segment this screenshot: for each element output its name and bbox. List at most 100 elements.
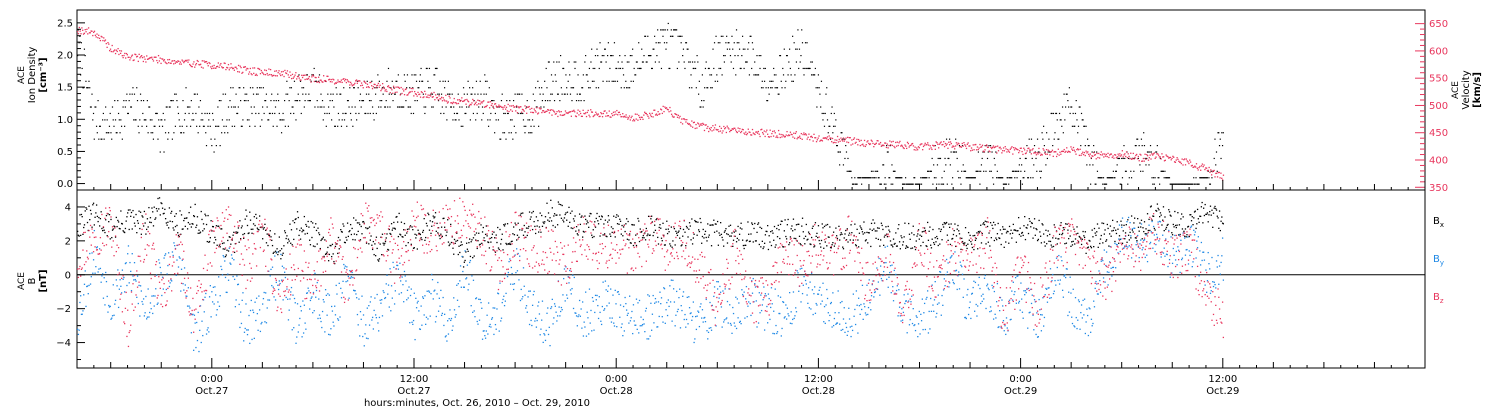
b-y-point bbox=[174, 244, 176, 247]
ion-density-point bbox=[84, 55, 86, 57]
b-x-point bbox=[1190, 220, 1193, 222]
b-x-point bbox=[1033, 218, 1036, 220]
b-x-point bbox=[886, 236, 889, 238]
ion-density-point bbox=[1207, 170, 1209, 172]
b-x-point bbox=[773, 225, 776, 228]
velocity-point bbox=[200, 66, 203, 68]
b-x-point bbox=[301, 231, 303, 233]
velocity-point bbox=[1201, 163, 1204, 165]
velocity-point bbox=[851, 139, 853, 141]
b-y-point bbox=[416, 302, 418, 304]
b-x-point bbox=[1182, 216, 1184, 218]
b-x-point bbox=[964, 227, 967, 229]
b-x-point bbox=[551, 207, 553, 209]
b-x-point bbox=[1200, 206, 1203, 208]
velocity-point bbox=[104, 39, 107, 41]
b-x-point bbox=[453, 238, 456, 241]
ion-density-point bbox=[1155, 151, 1158, 153]
ion-density-point bbox=[929, 170, 931, 172]
b-x-point bbox=[161, 207, 164, 209]
ion-density-point bbox=[1086, 138, 1089, 140]
b-x-point bbox=[526, 234, 528, 237]
b-x-point bbox=[563, 217, 566, 219]
b-x-point bbox=[957, 224, 959, 227]
velocity-point bbox=[1026, 150, 1028, 152]
ion-density-point bbox=[201, 112, 203, 115]
velocity-point bbox=[1104, 153, 1106, 155]
b-y-point bbox=[153, 305, 155, 307]
b-y-point bbox=[189, 307, 191, 309]
velocity-point bbox=[1024, 152, 1027, 155]
b-x-point bbox=[967, 231, 970, 234]
b-x-point bbox=[944, 223, 946, 225]
ion-density-point bbox=[78, 42, 80, 44]
b-x-point bbox=[86, 221, 89, 224]
b-x-point bbox=[590, 213, 592, 215]
b-x-point bbox=[639, 228, 641, 230]
ion-density-point bbox=[517, 112, 519, 115]
b-x-point bbox=[199, 232, 201, 234]
b-x-point bbox=[827, 236, 829, 238]
ion-density-point bbox=[184, 112, 186, 115]
ion-density-point bbox=[785, 55, 788, 57]
b-y-point bbox=[122, 278, 124, 280]
ion-density-point bbox=[665, 48, 667, 50]
ion-density-point bbox=[268, 112, 271, 115]
ion-density-point bbox=[700, 106, 702, 108]
b-x-point bbox=[1196, 208, 1199, 211]
velocity-point bbox=[828, 135, 830, 137]
ion-density-point bbox=[103, 138, 105, 140]
b-y-point bbox=[200, 341, 202, 344]
b-x-point bbox=[740, 222, 742, 224]
velocity-point bbox=[474, 102, 476, 105]
velocity-point bbox=[985, 144, 987, 147]
ion-density-point bbox=[792, 80, 794, 82]
velocity-point bbox=[89, 32, 91, 34]
b-x-point bbox=[910, 247, 912, 250]
b-x-point bbox=[870, 245, 872, 248]
velocity-point bbox=[225, 68, 227, 71]
b-y-point bbox=[385, 283, 387, 285]
b-y-point bbox=[267, 299, 269, 301]
b-x-point bbox=[387, 249, 390, 251]
ion-density-point bbox=[673, 29, 675, 31]
b-x-point bbox=[1138, 230, 1140, 232]
b-x-point bbox=[920, 235, 923, 238]
velocity-point bbox=[1130, 152, 1132, 154]
b-x-point bbox=[1189, 214, 1191, 216]
b-x-point bbox=[1161, 224, 1163, 226]
b-y-point bbox=[142, 298, 145, 300]
b-y-point bbox=[170, 279, 172, 281]
velocity-point bbox=[401, 92, 403, 95]
ion-density-point bbox=[431, 93, 434, 95]
b-x-point bbox=[469, 238, 471, 240]
velocity-point bbox=[815, 141, 818, 143]
b-x-point bbox=[135, 213, 137, 216]
b-x-point bbox=[254, 224, 256, 227]
ion-density-point bbox=[976, 170, 978, 172]
velocity-point bbox=[852, 143, 854, 145]
b-x-point bbox=[873, 228, 875, 230]
velocity-point bbox=[838, 138, 840, 141]
ion-density-point bbox=[1083, 125, 1086, 127]
velocity-point bbox=[900, 145, 902, 147]
b-x-point bbox=[791, 225, 793, 227]
velocity-point bbox=[693, 121, 696, 123]
b-x-point bbox=[735, 241, 738, 243]
ion-density-point bbox=[1216, 170, 1218, 172]
ion-density-point bbox=[200, 119, 202, 121]
b-x-point bbox=[491, 233, 494, 235]
b-x-point bbox=[94, 216, 96, 218]
ion-density-point bbox=[1161, 170, 1163, 172]
velocity-point bbox=[891, 144, 893, 147]
ion-density-point bbox=[374, 87, 376, 89]
ion-density-point bbox=[256, 87, 258, 89]
velocity-point bbox=[564, 110, 567, 112]
b-x-point bbox=[775, 244, 777, 246]
ion-density-point bbox=[793, 42, 795, 44]
b-x-point bbox=[1044, 245, 1046, 247]
b-x-point bbox=[988, 232, 990, 234]
ion-density-point bbox=[773, 67, 775, 70]
b-x-point bbox=[286, 235, 288, 237]
b-x-point bbox=[603, 223, 605, 225]
